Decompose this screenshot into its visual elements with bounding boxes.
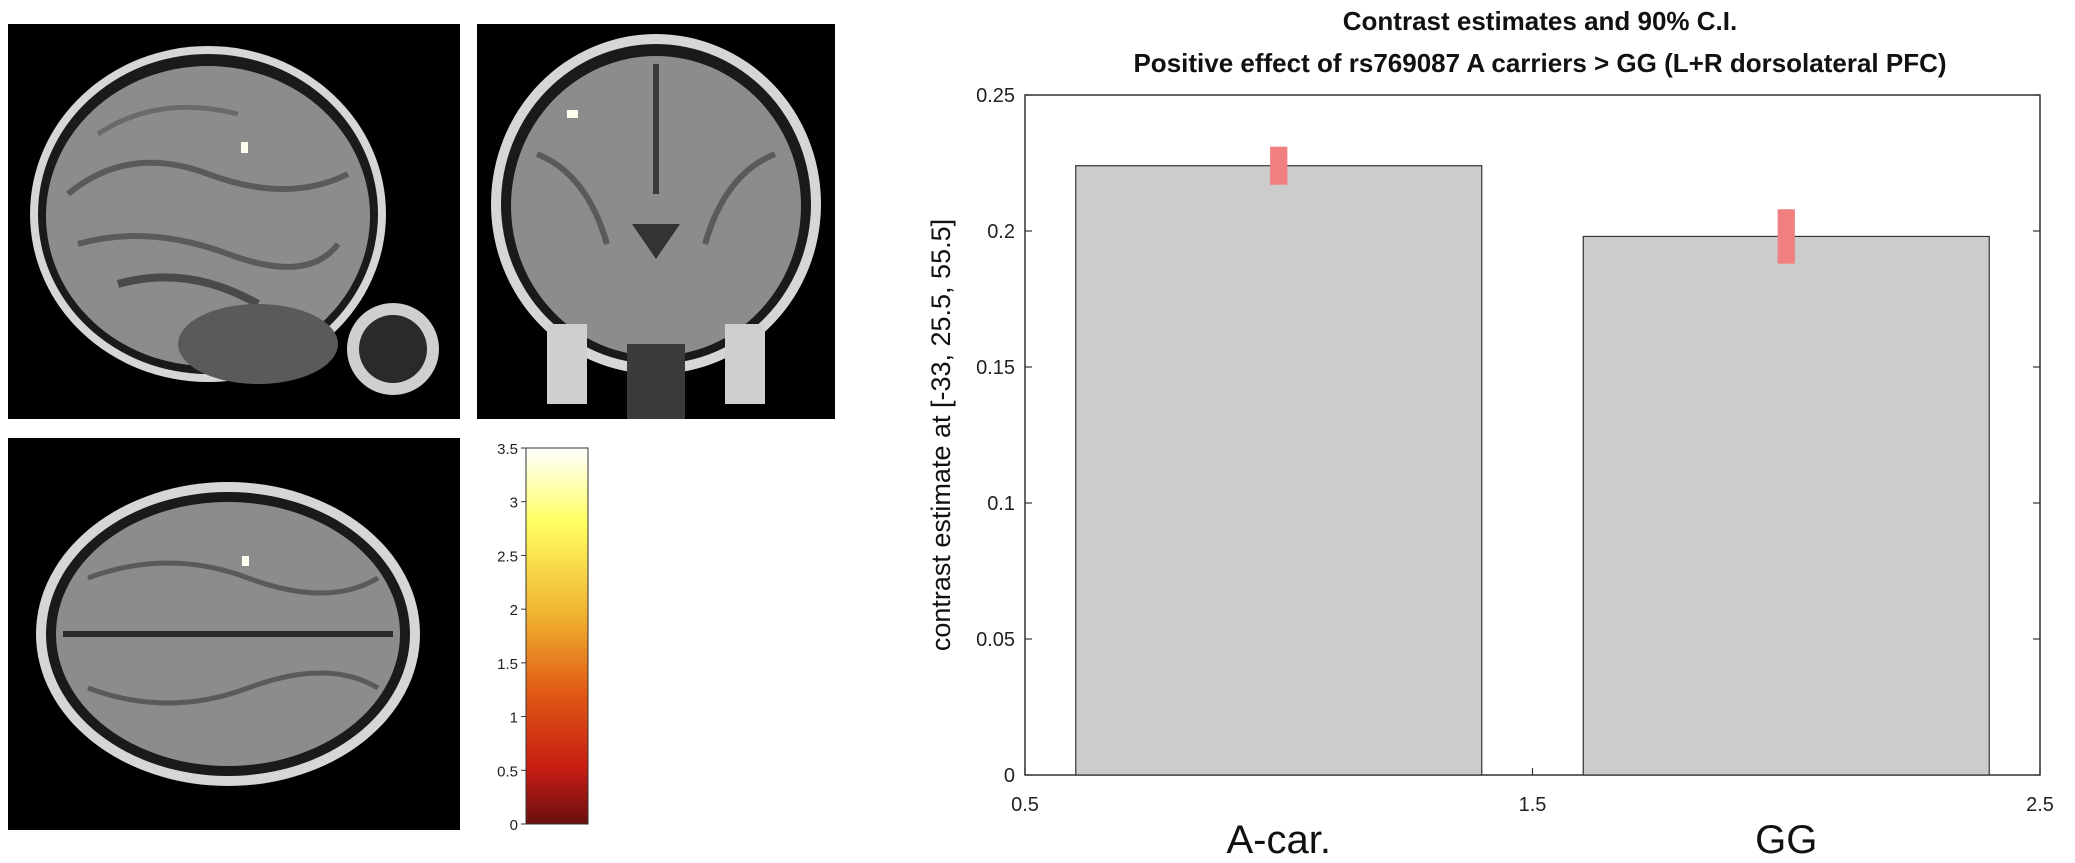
category-label: GG xyxy=(1755,818,1817,858)
colorbar-tick-label: 0 xyxy=(510,817,518,832)
colorbar-tick-label: 0.5 xyxy=(497,763,518,780)
y-tick-label: 0 xyxy=(1004,765,1015,787)
activation-spot xyxy=(567,110,578,118)
activation-spot xyxy=(241,142,248,153)
axial-brain-view xyxy=(8,438,460,830)
activation-spot xyxy=(242,556,249,566)
colorbar-tick-label: 2.5 xyxy=(497,548,518,565)
colorbar-gradient xyxy=(525,447,589,825)
y-tick-label: 0.05 xyxy=(976,629,1015,651)
coronal-brain-view xyxy=(477,24,835,419)
colorbar-tick-label: 3.5 xyxy=(497,441,518,458)
category-label: A-car. xyxy=(1227,818,1331,858)
y-tick-label: 0.25 xyxy=(976,85,1015,107)
chart-subtitle: Positive effect of rs769087 A carriers >… xyxy=(1133,48,1946,78)
y-tick-label: 0.15 xyxy=(976,357,1015,379)
chart-title: Contrast estimates and 90% C.I. xyxy=(1343,6,1737,36)
x-tick-label: 1.5 xyxy=(1519,794,1547,816)
ci-bar-2 xyxy=(1777,209,1795,264)
y-tick-label: 0.2 xyxy=(987,221,1015,243)
y-tick-label: 0.1 xyxy=(987,493,1015,515)
x-tick-label: 0.5 xyxy=(1011,794,1039,816)
colorbar-tick-label: 1 xyxy=(510,710,518,727)
x-tick-label: 2.5 xyxy=(2026,794,2054,816)
colorbar-tick-label: 3 xyxy=(510,495,518,512)
bar-2 xyxy=(1582,235,1990,776)
colorbar: 3.5 3 2.5 2 1.5 1 0.5 0 xyxy=(478,440,608,834)
colorbar-tick-label: 1.5 xyxy=(497,656,518,673)
sagittal-brain-view xyxy=(8,24,460,419)
contrast-bar-chart: Contrast estimates and 90% C.I. Positive… xyxy=(920,0,2075,862)
colorbar-tick-label: 2 xyxy=(510,602,518,619)
bar-1 xyxy=(1075,165,1483,776)
y-axis-label: contrast estimate at [-33, 25.5, 55.5] xyxy=(926,219,956,651)
ci-bar-1 xyxy=(1270,146,1288,185)
